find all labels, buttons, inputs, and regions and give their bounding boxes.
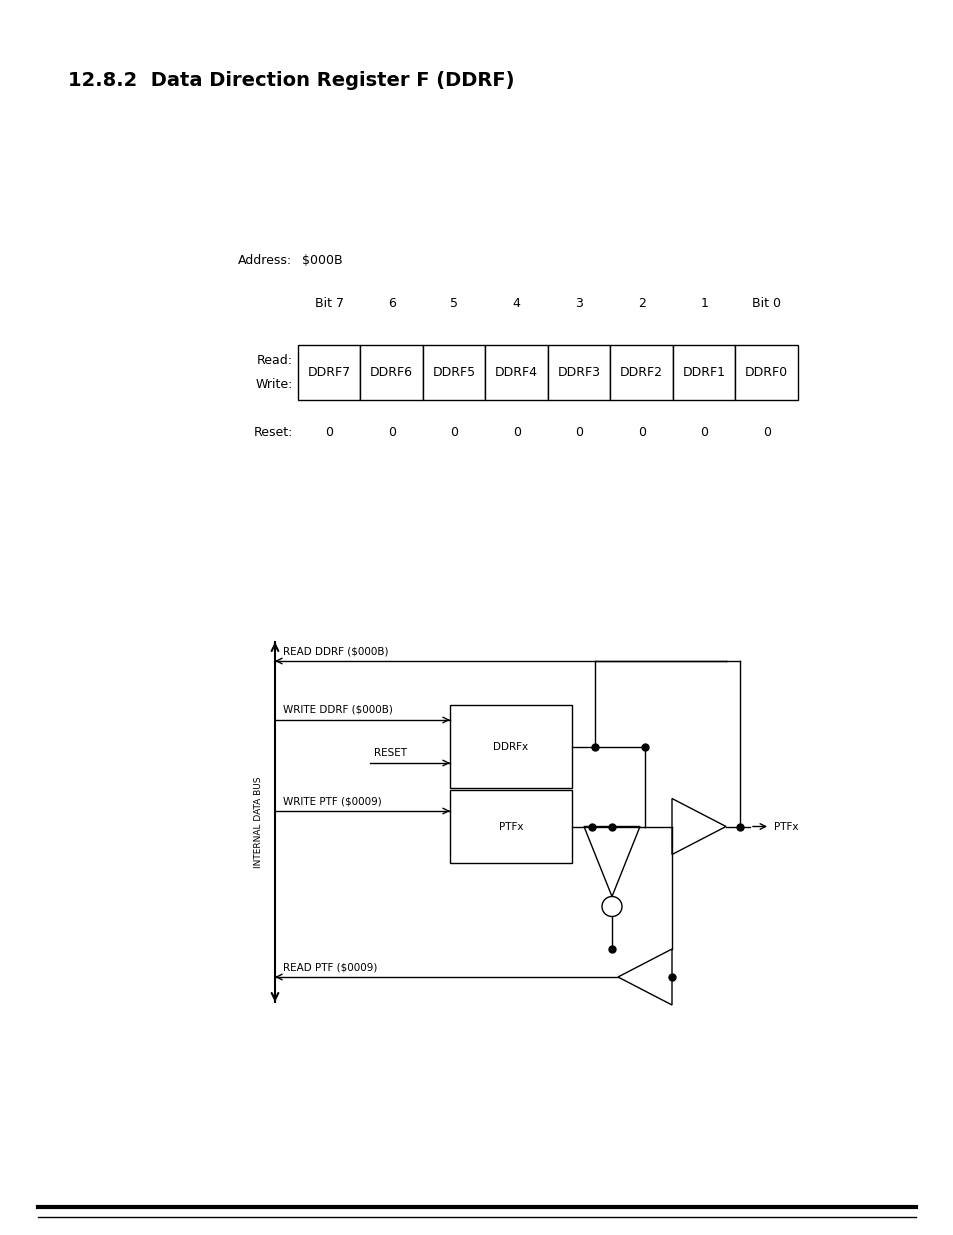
Text: 0: 0 xyxy=(700,426,707,438)
Text: 0: 0 xyxy=(512,426,520,438)
Text: DDRF2: DDRF2 xyxy=(619,366,662,379)
Text: 0: 0 xyxy=(762,426,770,438)
Circle shape xyxy=(601,897,621,916)
Text: RESET: RESET xyxy=(374,748,407,758)
Text: Read:: Read: xyxy=(256,354,293,367)
Text: 3: 3 xyxy=(575,296,582,310)
Text: PTFx: PTFx xyxy=(773,821,798,831)
Bar xyxy=(422,345,485,400)
Text: Bit 7: Bit 7 xyxy=(314,296,343,310)
Text: INTERNAL DATA BUS: INTERNAL DATA BUS xyxy=(254,777,263,868)
Text: 6: 6 xyxy=(388,296,395,310)
Text: PTFx: PTFx xyxy=(498,821,522,831)
Text: READ DDRF ($000B): READ DDRF ($000B) xyxy=(283,646,388,656)
Text: WRITE PTF ($0009): WRITE PTF ($0009) xyxy=(283,797,381,806)
Bar xyxy=(360,345,422,400)
Text: Address:: Address: xyxy=(237,254,292,267)
Text: 1: 1 xyxy=(700,296,707,310)
Text: 4: 4 xyxy=(513,296,520,310)
Text: $000B: $000B xyxy=(302,254,342,267)
Text: DDRF1: DDRF1 xyxy=(682,366,725,379)
Bar xyxy=(672,345,735,400)
Text: 2: 2 xyxy=(638,296,645,310)
Bar xyxy=(297,345,360,400)
Text: DDRFx: DDRFx xyxy=(493,741,528,752)
Text: DDRF0: DDRF0 xyxy=(744,366,787,379)
Text: 0: 0 xyxy=(387,426,395,438)
Text: DDRF3: DDRF3 xyxy=(558,366,600,379)
Bar xyxy=(735,345,797,400)
Text: 0: 0 xyxy=(575,426,582,438)
Text: DDRF6: DDRF6 xyxy=(370,366,413,379)
Text: DDRF4: DDRF4 xyxy=(495,366,537,379)
Text: DDRF7: DDRF7 xyxy=(308,366,351,379)
Text: 5: 5 xyxy=(450,296,457,310)
Text: Reset:: Reset: xyxy=(253,426,293,438)
Text: Write:: Write: xyxy=(255,378,293,391)
Polygon shape xyxy=(583,826,639,897)
Text: 0: 0 xyxy=(638,426,645,438)
Bar xyxy=(547,345,610,400)
Polygon shape xyxy=(671,799,725,855)
Bar xyxy=(450,790,572,863)
Text: 0: 0 xyxy=(450,426,457,438)
Bar xyxy=(610,345,672,400)
Text: READ PTF ($0009): READ PTF ($0009) xyxy=(283,962,377,972)
Text: DDRF5: DDRF5 xyxy=(433,366,476,379)
Bar xyxy=(450,705,572,788)
Text: 12.8.2  Data Direction Register F (DDRF): 12.8.2 Data Direction Register F (DDRF) xyxy=(68,70,514,90)
Text: 0: 0 xyxy=(325,426,333,438)
Text: WRITE DDRF ($000B): WRITE DDRF ($000B) xyxy=(283,705,393,715)
Bar xyxy=(485,345,547,400)
Polygon shape xyxy=(618,948,671,1005)
Text: Bit 0: Bit 0 xyxy=(752,296,781,310)
